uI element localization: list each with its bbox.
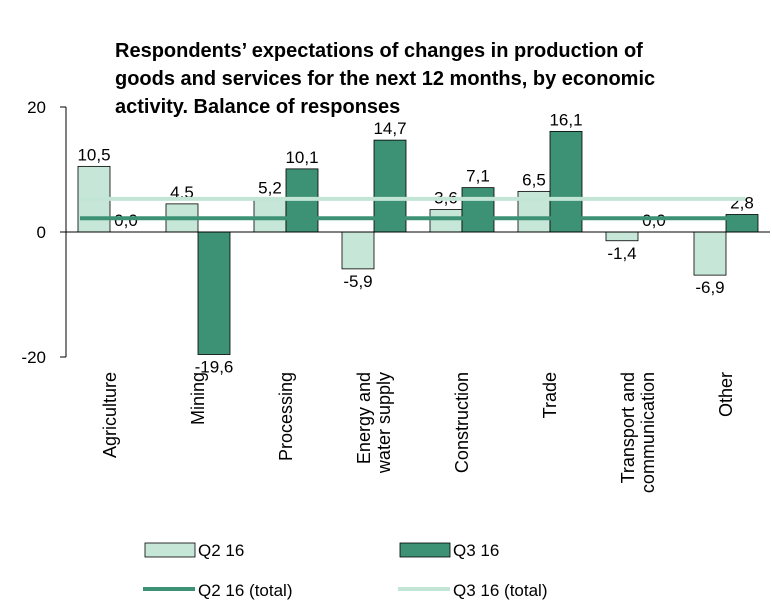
legend-label: Q3 16	[453, 541, 499, 560]
x-tick-label: communication	[638, 372, 658, 493]
value-label: 0,0	[642, 211, 666, 230]
bar	[197, 231, 231, 355]
y-tick-label: 20	[27, 98, 46, 117]
value-label: 14,7	[373, 119, 406, 138]
legend-swatch	[144, 542, 196, 558]
chart-title: goods and services for the next 12 month…	[115, 68, 655, 90]
legend-label: Q2 16	[198, 541, 244, 560]
value-label: 10,1	[285, 148, 318, 167]
x-tick-label: Energy and	[354, 372, 374, 464]
value-label: -1,4	[607, 244, 636, 263]
x-tick-label: Mining	[188, 372, 208, 425]
value-label: 6,5	[522, 170, 546, 189]
value-label: 16,1	[549, 110, 582, 129]
value-label: 0,0	[114, 211, 138, 230]
value-label: 10,5	[77, 145, 110, 164]
x-tick-label: Construction	[452, 372, 472, 473]
legend-swatch	[399, 542, 451, 558]
bar	[605, 231, 639, 242]
x-tick-label: Transport and	[618, 372, 638, 483]
value-label: 2,8	[730, 194, 754, 213]
chart-title: activity. Balance of responses	[115, 96, 400, 118]
bar	[461, 187, 495, 233]
chart-title: Respondents’ expectations of changes in …	[115, 40, 643, 62]
legend-label: Q2 16 (total)	[198, 581, 293, 600]
value-label: -19,6	[195, 358, 234, 377]
bar	[549, 130, 583, 233]
y-tick-label: -20	[21, 348, 46, 367]
value-label: -5,9	[343, 272, 372, 291]
value-label: 5,2	[258, 179, 282, 198]
bar	[693, 231, 727, 276]
bar	[429, 209, 463, 233]
x-tick-label: water supply	[374, 372, 394, 474]
value-label: -6,9	[695, 278, 724, 297]
bar	[253, 199, 287, 233]
value-label: 7,1	[466, 167, 490, 186]
x-tick-label: Processing	[276, 372, 296, 461]
x-tick-label: Trade	[540, 372, 560, 418]
bar	[341, 231, 375, 270]
x-tick-label: Agriculture	[100, 372, 120, 458]
legend-label: Q3 16 (total)	[453, 581, 548, 600]
x-tick-label: Other	[716, 372, 736, 417]
y-tick-label: 0	[37, 223, 46, 242]
